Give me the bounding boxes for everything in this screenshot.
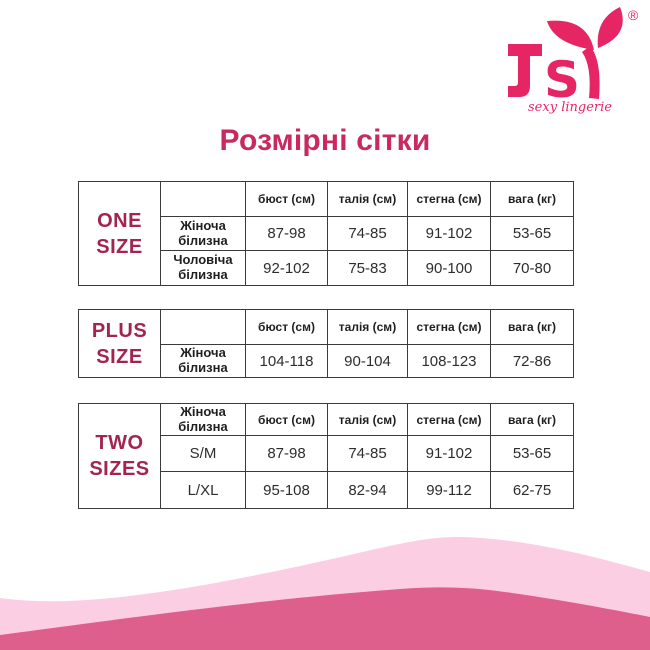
column-header-waist: талія (см): [327, 181, 408, 217]
table-row: L/XL 95-108 82-94 99-112 62-75: [79, 471, 574, 509]
column-header-weight: вага (кг): [490, 181, 574, 217]
row-label: Жіноча білизна: [160, 344, 246, 378]
row-label: Жіноча білизна: [160, 216, 246, 251]
cell-hips: 90-100: [407, 250, 491, 286]
column-header-bust: бюст (см): [245, 181, 328, 217]
cell-waist: 90-104: [327, 344, 408, 378]
cell-bust: 87-98: [245, 216, 328, 251]
table-row: Чоловіча білизна 92-102 75-83 90-100 70-…: [79, 250, 574, 286]
table-header-row: ONE SIZE бюст (см) талія (см) стегна (см…: [78, 181, 574, 286]
cell-weight: 70-80: [490, 250, 574, 286]
cell-hips: 91-102: [407, 435, 491, 472]
column-header-waist: талія (см): [327, 309, 408, 345]
cell-waist: 74-85: [327, 435, 408, 472]
plus-size-table: PLUS SIZE бюст (см) талія (см) стегна (с…: [78, 309, 574, 378]
row-label: L/XL: [160, 471, 246, 509]
logo-letter-s: S: [544, 51, 580, 109]
cell-bust: 92-102: [245, 250, 328, 286]
bottom-waves-decoration: [0, 536, 650, 650]
dark-pink-wave: [0, 587, 650, 650]
jsy-logo: S ® sexy lingerie: [508, 7, 639, 115]
logo-tagline: sexy lingerie: [528, 100, 612, 115]
cell-bust: 95-108: [245, 471, 328, 509]
column-header-hips: стегна (см): [407, 181, 491, 217]
column-header-weight: вага (кг): [490, 403, 574, 436]
cell-weight: 53-65: [490, 216, 574, 251]
row-label: S/M: [160, 435, 246, 472]
header-item-cell: Жіноча білизна: [160, 403, 246, 436]
two-sizes-table: TWO SIZES Жіноча білизна бюст (см) талія…: [78, 403, 574, 509]
logo-leaf-left: [547, 20, 594, 50]
header-item-cell: [160, 181, 246, 217]
column-header-hips: стегна (см): [407, 403, 491, 436]
cell-bust: 104-118: [245, 344, 328, 378]
page-title: Розмірні сітки: [219, 124, 431, 157]
one-size-table: ONE SIZE бюст (см) талія (см) стегна (см…: [78, 181, 574, 286]
column-header-bust: бюст (см): [245, 403, 328, 436]
logo-letter-y-stem: [582, 46, 600, 99]
column-header-waist: талія (см): [327, 403, 408, 436]
cell-waist: 82-94: [327, 471, 408, 509]
column-header-hips: стегна (см): [407, 309, 491, 345]
size-label-plus-size: PLUS SIZE: [78, 309, 161, 378]
header-item-cell: [160, 309, 246, 345]
table-header-row: PLUS SIZE бюст (см) талія (см) стегна (с…: [78, 309, 574, 378]
cell-weight: 72-86: [490, 344, 574, 378]
logo-letter-j: [508, 44, 542, 97]
table-header-row: TWO SIZES Жіноча білизна бюст (см) талія…: [78, 403, 574, 509]
cell-waist: 74-85: [327, 216, 408, 251]
cell-hips: 91-102: [407, 216, 491, 251]
cell-weight: 53-65: [490, 435, 574, 472]
registered-icon: ®: [628, 7, 639, 23]
column-header-weight: вага (кг): [490, 309, 574, 345]
row-label: Чоловіча білизна: [160, 250, 246, 286]
logo-leaf-right: [597, 7, 623, 48]
cell-hips: 99-112: [407, 471, 491, 509]
cell-weight: 62-75: [490, 471, 574, 509]
column-header-bust: бюст (см): [245, 309, 328, 345]
table-row: S/M 87-98 74-85 91-102 53-65: [79, 435, 574, 472]
size-label-one-size: ONE SIZE: [78, 181, 161, 286]
table-row: Жіноча білизна 87-98 74-85 91-102 53-65: [79, 216, 574, 251]
cell-waist: 75-83: [327, 250, 408, 286]
cell-bust: 87-98: [245, 435, 328, 472]
size-label-two-sizes: TWO SIZES: [78, 403, 161, 509]
cell-hips: 108-123: [407, 344, 491, 378]
table-row: Жіноча білизна 104-118 90-104 108-123 72…: [79, 344, 574, 378]
